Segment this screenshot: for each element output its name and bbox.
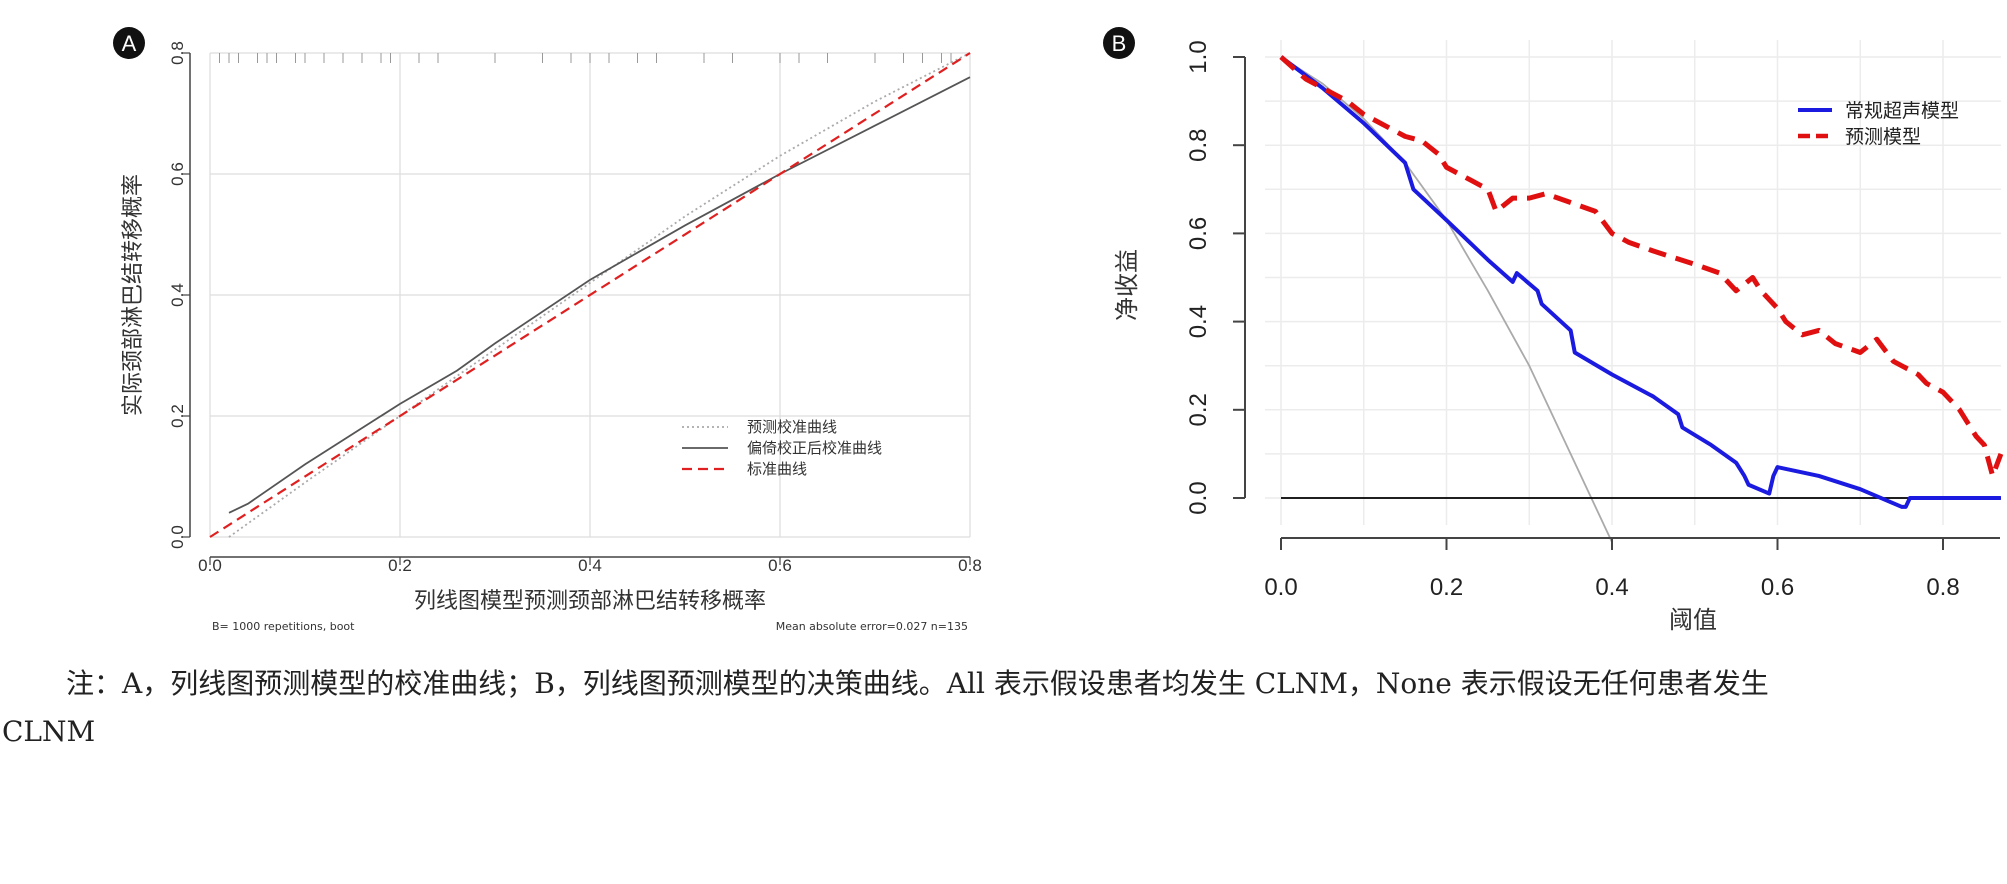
panel-b-x-tick-label: 0.6 [1761,574,1794,601]
panel-a-x-tick-label: 0.0 [198,556,222,575]
panel-a-series-line-2 [209,52,971,538]
panel-b-ticks: 0.0 0.2 0.4 0.6 0.8 0.0 0.2 0.4 0.6 0.8 1.0 [1185,40,1960,601]
panel-a-footnote-left: B= 1000 repetitions, boot [212,620,355,633]
panel-a-y-tick-label: 0.4 [168,283,187,307]
panel-a-series [209,52,971,538]
panel-a-x-tick-label: 0.8 [958,556,982,575]
panel-b-legend-label: 常规超声模型 [1845,100,1959,122]
panel-a-ticks: 0.0 0.2 0.4 0.6 0.8 0.0 0.2 0.4 0.6 0.8 [168,41,982,575]
panel-b-x-label: 阈值 [1669,606,1717,634]
panel-b-x-tick-label: 0.2 [1430,574,1463,601]
panel-b-y-tick-label: 0.0 [1185,481,1212,514]
panel-a-y-label: 实际颈部淋巴结转移概率 [121,174,146,416]
panel-a-legend-label: 预测校准曲线 [747,418,837,436]
panel-a-y-tick-label: 0.2 [168,404,187,428]
panel-b-series-line-1 [1279,55,2004,479]
panel-a-x-tick-label: 0.2 [388,556,412,575]
panel-a-y-tick-label: 0.0 [168,525,187,549]
panel-b-y-tick-label: 0.4 [1185,305,1212,338]
panel-b-x-tick-label: 0.4 [1595,574,1628,601]
panel-b-y-tick-label: 0.6 [1185,217,1212,250]
panel-a-footnote-right: Mean absolute error=0.027 n=135 [776,620,968,633]
figure-caption: 注：A，列线图预测模型的校准曲线；B，列线图预测模型的决策曲线。All 表示假设… [0,660,2007,756]
calibration-chart: A 0.0 0.2 0.4 0.6 0.8 0.0 0.2 0.4 0.6 0.8 列线图模型预测… [113,27,982,633]
panel-b-grid [1265,40,2001,525]
panel-b-legend-label: 预测模型 [1845,126,1921,148]
panel-b-series-line-0 [1279,55,2001,509]
panel-a-legend-label: 偏倚校正后校准曲线 [747,439,882,457]
caption-line-2: CLNM [2,715,96,748]
panel-b-x-tick-label: 0.8 [1926,574,1959,601]
panel-a-x-label: 列线图模型预测颈部淋巴结转移概率 [414,589,766,614]
panel-a-badge [113,27,145,59]
panel-b-y-tick-label: 1.0 [1185,40,1212,73]
panel-a-y-tick-label: 0.8 [168,41,187,65]
panel-b-badge [1103,27,1135,59]
panel-a-series-line-1 [228,76,971,514]
panel-a-y-tick-label: 0.6 [168,162,187,186]
panel-b-y-tick-label: 0.8 [1185,129,1212,162]
panel-a-legend-label: 标准曲线 [747,460,807,478]
panel-a-x-tick-label: 0.4 [578,556,602,575]
panel-b-series [1279,55,2004,543]
panel-b-label: B [1112,31,1127,56]
panel-a-rug [219,53,952,63]
panel-a-series-line-0 [228,52,971,538]
panel-b-y-tick-label: 0.2 [1185,393,1212,426]
panel-b-x-tick-label: 0.0 [1264,574,1297,601]
caption-line-1: 注：A，列线图预测模型的校准曲线；B，列线图预测模型的决策曲线。All 表示假设… [66,667,1769,700]
panel-a-x-tick-label: 0.6 [768,556,792,575]
panel-a-label: A [122,31,137,56]
decision-curve-chart: B 0.0 0.2 0.4 0.6 0.8 0.0 0.2 0.4 0.6 0.8 1.0 阈值 净… [1103,27,2004,634]
panel-b-y-label: 净收益 [1113,249,1141,321]
